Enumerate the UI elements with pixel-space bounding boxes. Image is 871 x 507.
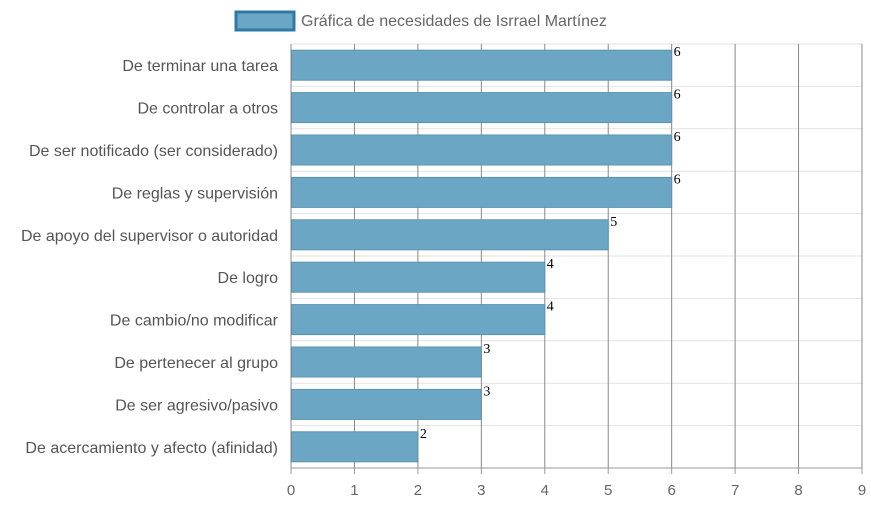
bar [291, 134, 673, 166]
legend-swatch [234, 10, 296, 32]
bar [291, 431, 419, 463]
data-label: 6 [674, 130, 681, 145]
x-tick-label: 2 [414, 482, 422, 499]
category-label: De ser notificado (ser considerado) [29, 143, 278, 160]
category-label: De pertenecer al grupo [114, 355, 278, 372]
data-label: 3 [483, 384, 490, 399]
category-label: De controlar a otros [137, 101, 278, 118]
data-label: 3 [483, 342, 490, 357]
legend-label: Gráfica de necesidades de Isrrael Martín… [301, 13, 607, 30]
x-tick-label: 0 [287, 482, 295, 499]
bar [291, 261, 546, 293]
x-tick-label: 8 [794, 482, 802, 499]
data-label: 6 [674, 45, 681, 60]
plot-area: De terminar una tarea 6 De controlar a otr… [21, 43, 866, 499]
bar [291, 49, 673, 81]
bar [291, 176, 673, 208]
category-label: De acercamiento y afecto (afinidad) [25, 440, 278, 457]
data-label: 5 [610, 215, 617, 230]
bar [291, 388, 482, 420]
x-tick-label: 9 [858, 482, 866, 499]
category-label: De ser agresivo/pasivo [115, 397, 278, 414]
x-tick-label: 4 [541, 482, 549, 499]
category-label: De terminar una tarea [122, 58, 278, 75]
bar [291, 304, 546, 336]
category-label: De apoyo del supervisor o autoridad [21, 228, 278, 245]
data-label: 4 [547, 300, 554, 315]
x-tick-label: 5 [604, 482, 612, 499]
data-label: 2 [420, 427, 427, 442]
x-tick-label: 7 [731, 482, 739, 499]
category-label: De cambio/no modificar [110, 313, 279, 330]
x-tick-label: 3 [477, 482, 485, 499]
bar [291, 92, 673, 124]
x-tick-label: 1 [350, 482, 358, 499]
x-tick-label: 6 [667, 482, 675, 499]
category-label: De reglas y supervisión [112, 185, 278, 202]
category-label: De logro [218, 270, 279, 287]
data-label: 6 [674, 172, 681, 187]
bar [291, 346, 482, 378]
legend: Gráfica de necesidades de Isrrael Martín… [234, 10, 607, 32]
bar [291, 219, 609, 251]
data-label: 6 [674, 88, 681, 103]
data-label: 4 [547, 257, 554, 272]
